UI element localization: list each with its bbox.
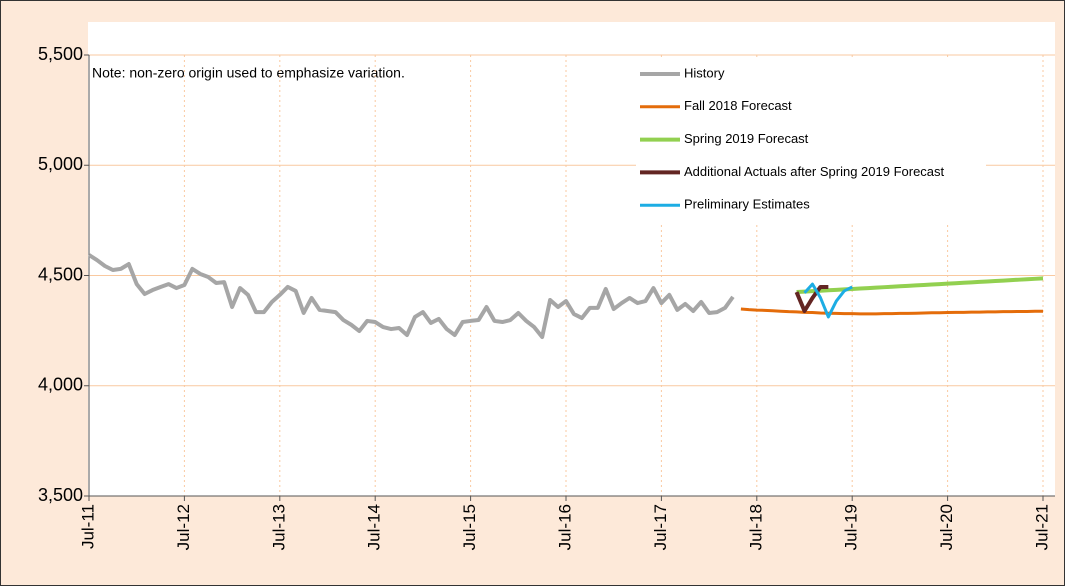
x-tick-label: Jul-11: [78, 504, 97, 549]
y-tick-label: 4,000: [38, 375, 83, 395]
x-tick-label: Jul-13: [269, 504, 288, 550]
x-tick-label: Jul-21: [1032, 504, 1051, 550]
y-tick-label: 3,500: [38, 485, 83, 505]
x-tick-label: Jul-20: [937, 504, 956, 550]
x-tick-label: Jul-16: [555, 504, 574, 550]
x-tick-label: Jul-17: [651, 504, 670, 550]
y-tick-label: 4,500: [38, 264, 83, 284]
x-tick-label: Jul-12: [174, 504, 193, 550]
y-tick-label: 5,000: [38, 154, 83, 174]
x-tick-label: Jul-15: [460, 504, 479, 550]
legend-box: [636, 58, 986, 224]
series-line: [87, 253, 735, 340]
x-tick-label: Jul-18: [746, 504, 765, 550]
legend-label: Additional Actuals after Spring 2019 For…: [684, 164, 945, 179]
series-line: [794, 284, 829, 313]
x-tick-label: Jul-19: [842, 504, 861, 550]
series-line: [740, 307, 1043, 316]
legend-label: Fall 2018 Forecast: [684, 98, 792, 113]
y-tick-label: 5,500: [38, 44, 83, 64]
series-line: [796, 276, 1044, 295]
x-tick-label: Jul-14: [365, 504, 384, 550]
series-line: [803, 282, 853, 319]
note: Note: non-zero origin used to emphasize …: [92, 65, 405, 81]
legend-label: Preliminary Estimates: [684, 197, 810, 212]
legend-label: Spring 2019 Forecast: [684, 131, 809, 146]
legend-label: History: [684, 65, 725, 80]
